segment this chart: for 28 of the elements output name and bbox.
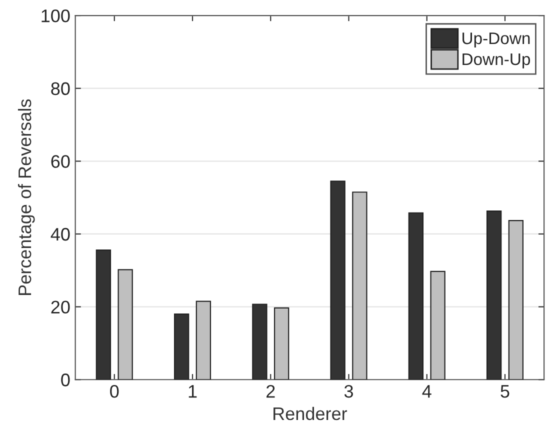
y-tick-label: 100 bbox=[42, 9, 70, 22]
y-tick-label: 60 bbox=[51, 155, 70, 168]
x-tick-label: 1 bbox=[188, 385, 197, 398]
x-tick-label: 3 bbox=[344, 384, 353, 398]
x-tick-label: 5 bbox=[500, 385, 510, 398]
bar bbox=[430, 270, 446, 380]
bar bbox=[274, 307, 290, 380]
bar bbox=[174, 314, 190, 380]
bar bbox=[96, 249, 112, 380]
bar bbox=[486, 210, 502, 380]
x-tick-label: 0 bbox=[110, 384, 119, 398]
bar bbox=[508, 220, 524, 380]
y-tick-label: 0 bbox=[61, 374, 70, 386]
bar bbox=[252, 304, 268, 380]
y-axis-title: Percentage of Reversals bbox=[18, 99, 35, 295]
y-tick-label: 40 bbox=[50, 228, 70, 241]
x-tick-label: 4 bbox=[422, 385, 432, 398]
bar bbox=[408, 212, 424, 380]
bar bbox=[352, 192, 368, 380]
legend-label: Up-Down bbox=[462, 32, 530, 48]
y-tick-label: 20 bbox=[51, 300, 70, 314]
bar bbox=[196, 300, 212, 380]
x-tick-label: 2 bbox=[266, 384, 275, 398]
bar bbox=[330, 180, 346, 380]
legend-label: Down-Up bbox=[462, 53, 530, 68]
y-tick-label: 80 bbox=[51, 82, 70, 96]
x-axis-title: Renderer bbox=[274, 406, 348, 420]
bar bbox=[118, 269, 133, 380]
